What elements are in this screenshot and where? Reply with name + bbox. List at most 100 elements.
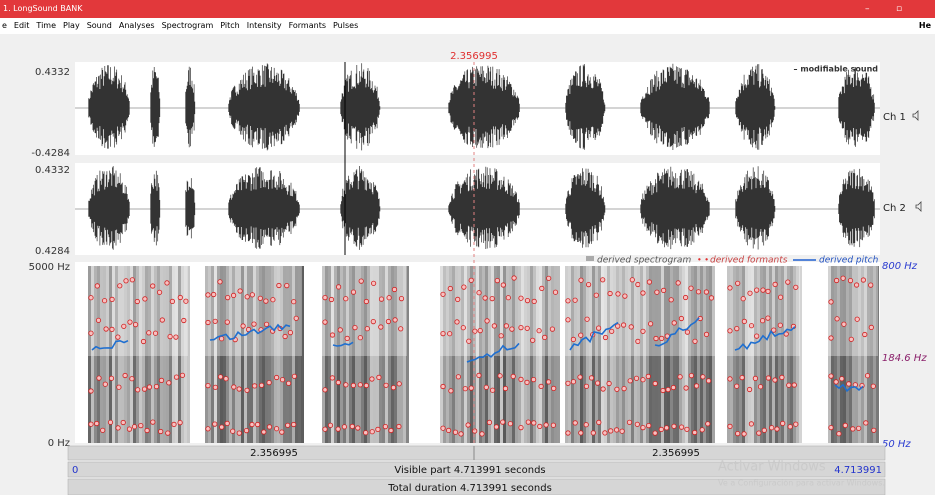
formant-dot [672, 321, 676, 325]
formant-dot [174, 335, 178, 339]
formant-dot [344, 297, 348, 301]
menu-item[interactable]: Pitch [220, 18, 239, 34]
formant-dot [461, 326, 465, 330]
formant-dot [601, 387, 605, 391]
formant-dot [641, 378, 645, 382]
maximize-button[interactable]: ▫ [896, 0, 902, 18]
formant-dot [392, 287, 396, 291]
menu-item[interactable]: e [2, 18, 7, 34]
formant-dot [393, 318, 397, 322]
formant-dot [525, 380, 529, 384]
formant-dot [761, 288, 765, 292]
formant-dot [566, 381, 570, 385]
formant-dot [226, 295, 230, 299]
formant-dot [835, 317, 839, 321]
formant-dot [672, 424, 676, 428]
menu-item[interactable]: Sound [87, 18, 112, 34]
menu-item[interactable]: Formants [289, 18, 326, 34]
formant-dot [370, 430, 374, 434]
formant-dot [741, 297, 745, 301]
formant-dot [749, 324, 753, 328]
formant-dot [141, 339, 145, 343]
menu-bar: e Edit Time Play Sound Analyses Spectrogram Pit… [0, 18, 935, 34]
formant-dot [364, 299, 368, 303]
formant-dot [178, 420, 182, 424]
formant-dot [237, 387, 241, 391]
formant-dot [641, 291, 645, 295]
formant-dot [742, 319, 746, 323]
formant-dot [456, 375, 460, 379]
menu-item[interactable]: Play [63, 18, 80, 34]
legend-entry: derived spectrogram [597, 256, 691, 266]
formant-dot [147, 385, 151, 389]
formant-dot [537, 329, 541, 333]
formant-dot [255, 422, 259, 426]
channel-label[interactable]: Ch 1 [883, 112, 906, 123]
formant-dot [473, 429, 477, 433]
formant-dot [641, 425, 645, 429]
formant-dot [252, 384, 256, 388]
menu-item[interactable]: Pulses [333, 18, 358, 34]
channel-label[interactable]: Ch 2 [883, 203, 906, 214]
formant-dot [250, 293, 254, 297]
menu-item[interactable]: Time [36, 18, 56, 34]
formant-dot [653, 381, 657, 385]
formant-dot [728, 329, 732, 333]
formant-dot [386, 319, 390, 323]
visible-part: Visible part 4.713991 seconds [394, 465, 545, 476]
formant-dot [218, 375, 222, 379]
formant-dot [180, 373, 184, 377]
formant-dot [264, 322, 268, 326]
formant-dot [446, 428, 450, 432]
formant-dot [379, 325, 383, 329]
formant-dot [664, 426, 668, 430]
spectrogram-fade [640, 266, 715, 356]
formant-dot [757, 431, 761, 435]
formant-dot [245, 295, 249, 299]
formant-dot [589, 376, 593, 380]
formant-dot [212, 292, 216, 296]
formant-dot [762, 428, 766, 432]
formant-dot [206, 293, 210, 297]
formant-dot [709, 296, 713, 300]
formant-dot [283, 334, 287, 338]
formant-dot [336, 380, 340, 384]
cursor-time: 2.356995 [450, 51, 498, 62]
formant-dot [397, 424, 401, 428]
menu-item[interactable]: Intensity [247, 18, 282, 34]
formant-dot [546, 380, 550, 384]
menu-item[interactable]: Spectrogram [162, 18, 214, 34]
formant-dot [780, 375, 784, 379]
formant-dot [136, 388, 140, 392]
part-length: 2.356995 [652, 448, 700, 459]
formant-dot [110, 297, 114, 301]
formant-dot [646, 374, 650, 378]
formant-dot [584, 423, 588, 427]
formant-dot [596, 326, 600, 330]
menu-item[interactable]: Analyses [119, 18, 155, 34]
formant-dot [213, 422, 217, 426]
legend-entry: derived pitch [819, 256, 879, 266]
formant-dot [182, 318, 186, 322]
formant-dot [174, 375, 178, 379]
formant-dot [766, 289, 770, 293]
menu-item[interactable]: He [919, 18, 931, 34]
formant-dot [490, 296, 494, 300]
formant-dot [608, 291, 612, 295]
formant-dot [683, 295, 687, 299]
formant-dot [132, 425, 136, 429]
formant-dot [736, 431, 740, 435]
part-bar[interactable] [68, 446, 885, 460]
formant-dot [245, 388, 249, 392]
formant-dot [484, 385, 488, 389]
channel-bottom: 0.4284 [35, 246, 70, 257]
formant-dot [760, 319, 764, 323]
formant-dot [547, 276, 551, 280]
formant-dot [842, 322, 846, 326]
formant-dot [244, 428, 248, 432]
formant-dot [594, 293, 598, 297]
minimize-button[interactable]: – [865, 0, 870, 18]
formant-dot [684, 386, 688, 390]
menu-item[interactable]: Edit [14, 18, 30, 34]
formant-dot [166, 431, 170, 435]
